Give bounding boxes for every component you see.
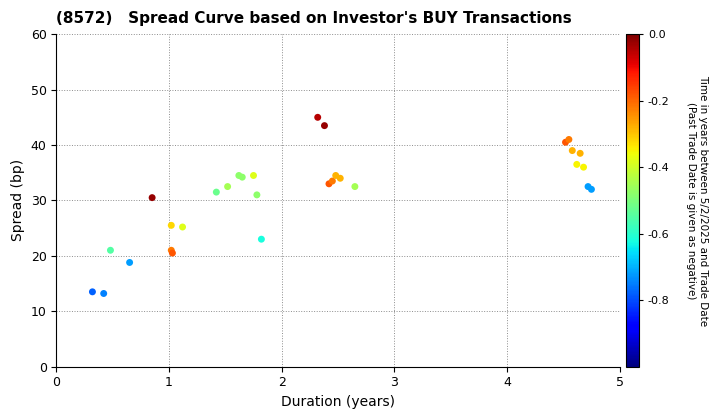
Point xyxy=(248,172,259,179)
Point xyxy=(323,181,335,187)
Point xyxy=(582,183,594,190)
Point xyxy=(330,172,341,179)
Point xyxy=(585,186,597,193)
Point xyxy=(335,175,346,181)
Point xyxy=(563,136,575,143)
Point xyxy=(349,183,361,190)
Point xyxy=(86,289,98,295)
Point xyxy=(567,147,578,154)
Point xyxy=(210,189,222,195)
Point xyxy=(104,247,116,254)
Point xyxy=(222,183,233,190)
Point xyxy=(559,139,571,146)
Point xyxy=(166,247,177,254)
Point xyxy=(251,192,263,198)
Point xyxy=(256,236,267,243)
Point xyxy=(571,161,582,168)
Y-axis label: Spread (bp): Spread (bp) xyxy=(11,159,25,242)
Point xyxy=(327,178,338,184)
Point xyxy=(577,164,589,171)
Point xyxy=(177,223,189,230)
Point xyxy=(319,122,330,129)
Point xyxy=(166,249,178,256)
Point xyxy=(166,222,177,229)
Y-axis label: Time in years between 5/2/2025 and Trade Date
(Past Trade Date is given as negat: Time in years between 5/2/2025 and Trade… xyxy=(686,75,708,326)
Point xyxy=(312,114,323,121)
Text: (8572)   Spread Curve based on Investor's BUY Transactions: (8572) Spread Curve based on Investor's … xyxy=(56,11,572,26)
Point xyxy=(575,150,586,157)
X-axis label: Duration (years): Duration (years) xyxy=(281,395,395,409)
Point xyxy=(233,172,245,179)
Point xyxy=(124,259,135,266)
Point xyxy=(146,194,158,201)
Point xyxy=(236,174,248,181)
Point xyxy=(98,290,109,297)
